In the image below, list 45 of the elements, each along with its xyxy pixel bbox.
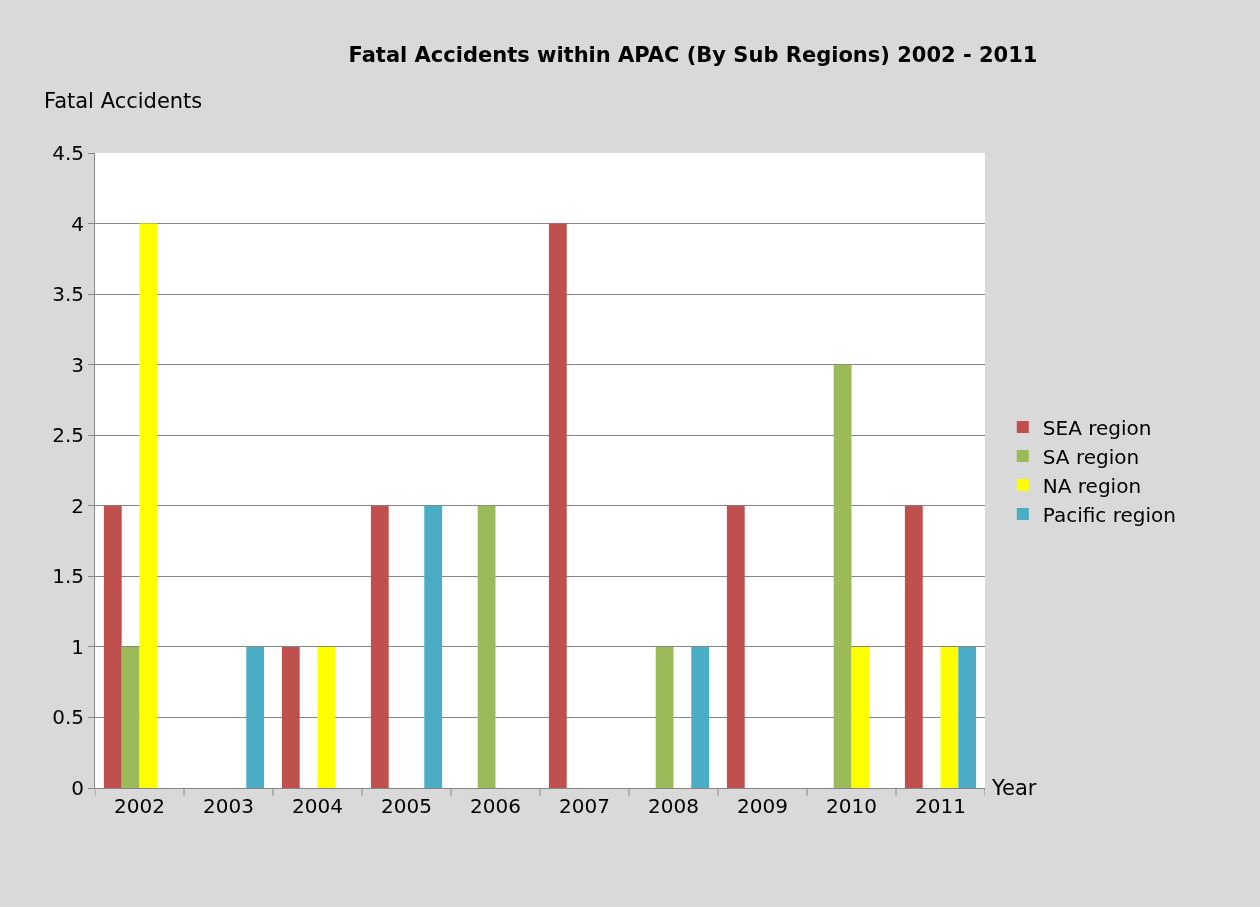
y-tick-label: 1	[71, 634, 84, 659]
y-tick-label: 2.5	[52, 423, 84, 448]
bar	[370, 505, 389, 788]
y-tick-label: 0.5	[52, 705, 84, 730]
x-axis-title: Year	[991, 776, 1037, 800]
x-tick-label: 2011	[915, 794, 966, 818]
bar	[246, 646, 265, 788]
y-tick-label: 0	[71, 776, 84, 800]
x-tick-label: 2009	[737, 794, 788, 818]
y-tick-label: 2	[71, 493, 84, 518]
x-tick-label: 2004	[292, 794, 343, 818]
bar	[139, 223, 158, 788]
legend-label: SEA region	[1042, 415, 1152, 440]
bar	[121, 646, 140, 788]
y-tick-label: 3.5	[52, 282, 84, 307]
x-tick-label: 2008	[648, 794, 699, 818]
bar	[851, 646, 870, 788]
y-tick-label: 4	[71, 211, 84, 236]
chart-title: Fatal Accidents within APAC (By Sub Regions) 2002 - 2011	[348, 42, 1038, 67]
bar	[691, 646, 710, 788]
x-tick-label: 2002	[114, 794, 165, 818]
bar	[958, 646, 977, 788]
y-tick-label: 3	[71, 352, 84, 377]
x-tick-label: 2003	[203, 794, 254, 818]
bar	[904, 505, 923, 788]
x-tick-label: 2007	[559, 794, 610, 818]
legend-label: SA region	[1042, 444, 1140, 469]
x-tick-label: 2005	[381, 794, 432, 818]
bar	[833, 364, 852, 788]
y-tick-label: 4.5	[52, 141, 84, 165]
bar	[424, 505, 443, 788]
bar	[281, 646, 300, 788]
x-tick-label: 2006	[470, 794, 521, 818]
bar	[477, 505, 496, 788]
legend-label: Pacific region	[1042, 502, 1176, 527]
y-axis-title: Fatal Accidents	[44, 89, 203, 113]
x-tick-label: 2010	[826, 794, 877, 818]
legend-label: NA region	[1042, 473, 1142, 498]
bar	[103, 505, 122, 788]
bar	[317, 646, 336, 788]
bar	[548, 223, 567, 788]
y-tick-label: 1.5	[52, 564, 84, 589]
bar	[726, 505, 745, 788]
bar	[940, 646, 959, 788]
bar	[655, 646, 674, 788]
